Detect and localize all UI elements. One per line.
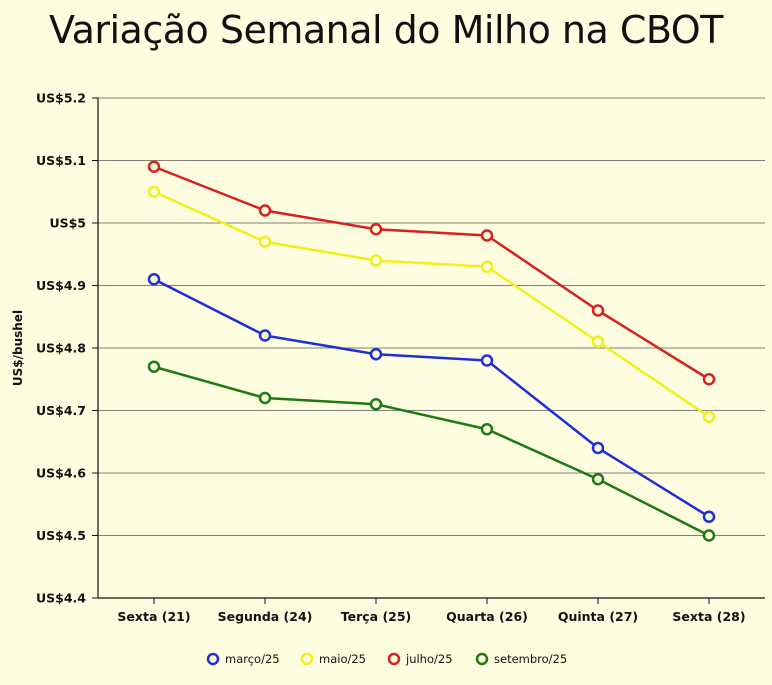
legend-marker <box>475 652 489 666</box>
series-group <box>147 160 716 542</box>
data-point <box>702 529 716 542</box>
series-maio-25 <box>147 185 716 423</box>
y-tick-label: US$5.1 <box>36 153 86 168</box>
legend-marker <box>300 652 314 666</box>
data-point <box>258 329 272 342</box>
legend-label: março/25 <box>225 652 280 666</box>
data-point <box>702 410 716 423</box>
legend-item: setembro/25 <box>475 652 567 666</box>
x-tick-label: Terça (25) <box>341 609 412 624</box>
legend: março/25 maio/25 julho/25 setembro/25 <box>206 652 567 666</box>
data-point <box>147 160 161 173</box>
legend-marker <box>387 652 401 666</box>
series-mar-o-25 <box>147 273 716 523</box>
data-point <box>147 360 161 373</box>
data-point <box>702 510 716 523</box>
legend-label: maio/25 <box>319 652 366 666</box>
data-point <box>480 354 494 367</box>
series-setembro-25 <box>147 360 716 542</box>
x-axis-ticks: Sexta (21) Segunda (24) Terça (25) Quarta (… <box>117 598 746 624</box>
legend-item: março/25 <box>206 652 280 666</box>
data-point <box>369 398 383 411</box>
data-point <box>369 348 383 361</box>
legend-item: julho/25 <box>387 652 453 666</box>
data-point <box>147 185 161 198</box>
x-tick-label: Sexta (28) <box>672 609 745 624</box>
data-point <box>591 335 605 348</box>
y-tick-label: US$4.7 <box>36 403 86 418</box>
legend-item: maio/25 <box>300 652 366 666</box>
y-axis-ticks: US$4.4 US$4.5 US$4.6 US$4.7 US$4.8 US$4.9 US$5… <box>36 91 98 606</box>
series-line <box>153 365 710 537</box>
data-point <box>480 260 494 273</box>
series-julho-25 <box>147 160 716 386</box>
chart-title: Variação Semanal do Milho na CBOT <box>49 8 723 52</box>
data-point <box>591 441 605 455</box>
y-tick-label: US$4.6 <box>36 466 86 481</box>
y-axis-label: US$/bushel <box>11 310 25 386</box>
y-tick-label: US$4.8 <box>36 341 86 356</box>
data-point <box>591 473 605 486</box>
data-point <box>258 204 272 217</box>
x-tick-label: Quarta (26) <box>446 609 528 624</box>
data-point <box>591 304 605 317</box>
series-line <box>153 165 710 381</box>
series-line <box>153 278 710 518</box>
x-tick-label: Quinta (27) <box>558 609 638 624</box>
y-tick-label: US$5.2 <box>36 91 86 106</box>
data-point <box>702 373 716 386</box>
y-tick-label: US$4.5 <box>36 528 86 543</box>
legend-label: julho/25 <box>405 652 453 666</box>
y-tick-label: US$4.4 <box>36 591 86 606</box>
x-tick-label: Sexta (21) <box>117 609 190 624</box>
data-point <box>369 254 383 267</box>
data-point <box>147 273 161 286</box>
data-point <box>480 229 494 242</box>
data-point <box>258 391 272 405</box>
legend-label: setembro/25 <box>494 652 567 666</box>
data-point <box>480 423 494 436</box>
data-point <box>258 235 272 248</box>
grid-lines <box>98 97 765 599</box>
x-tick-label: Segunda (24) <box>218 609 313 624</box>
y-tick-label: US$4.9 <box>36 278 86 293</box>
legend-marker <box>206 652 220 666</box>
data-point <box>369 223 383 236</box>
series-line <box>153 190 710 418</box>
y-tick-label: US$5 <box>49 216 86 231</box>
